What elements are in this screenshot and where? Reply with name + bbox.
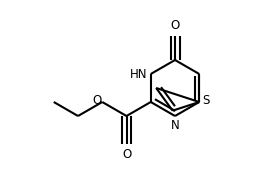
Text: S: S [202, 95, 210, 108]
Text: O: O [122, 148, 131, 161]
Text: N: N [171, 119, 179, 132]
Text: O: O [92, 95, 101, 108]
Text: HN: HN [130, 67, 148, 80]
Text: O: O [170, 19, 180, 32]
